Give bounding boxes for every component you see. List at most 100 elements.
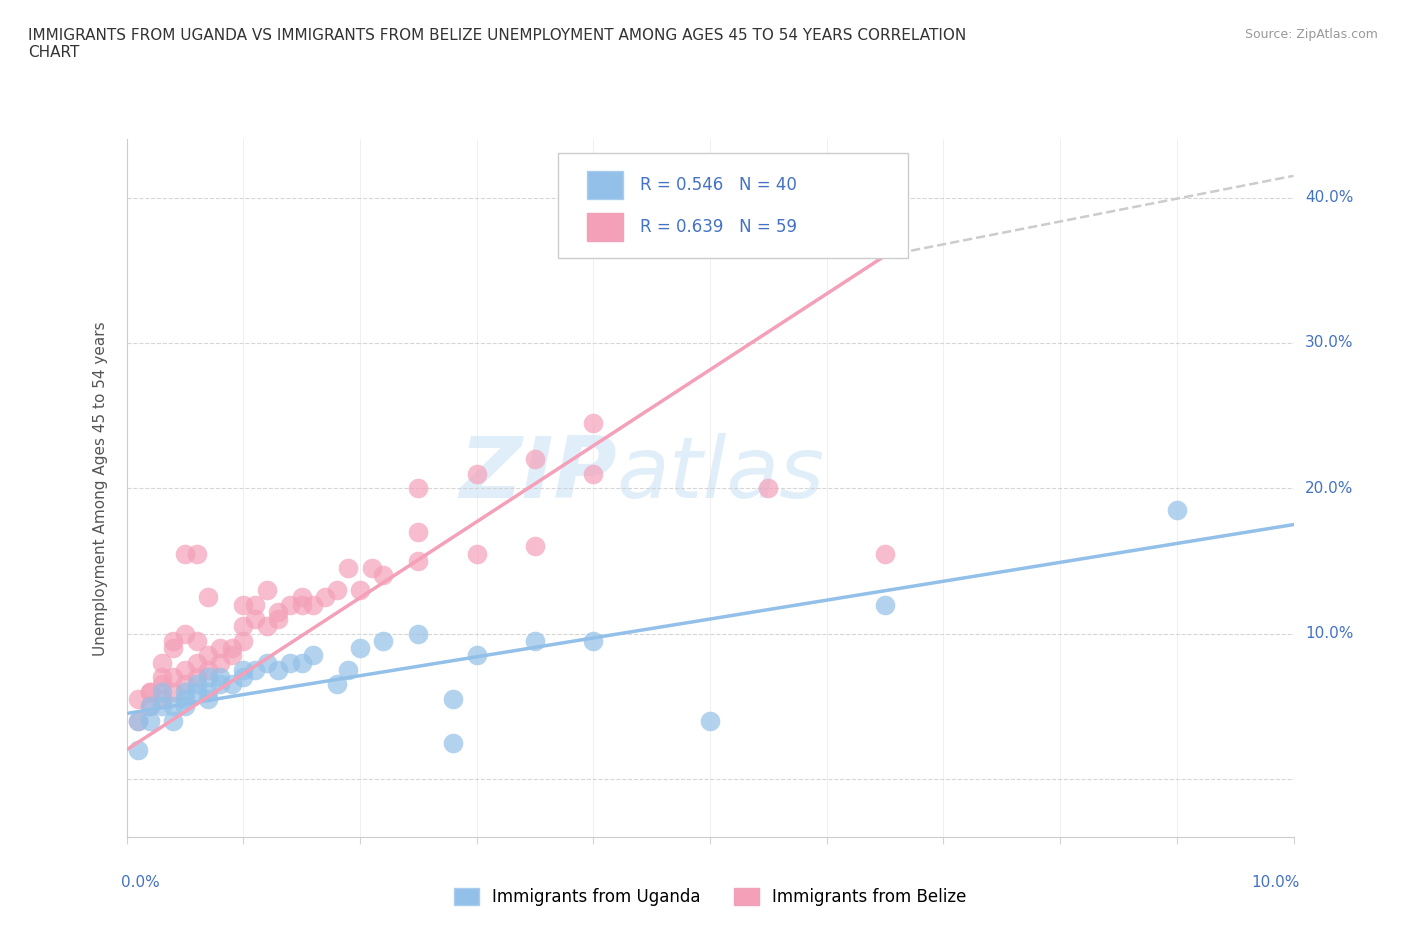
- Point: [465, 546, 488, 561]
- Text: 40.0%: 40.0%: [1305, 190, 1354, 206]
- Point: [373, 568, 395, 583]
- Text: 0.0%: 0.0%: [121, 875, 159, 890]
- Point: [139, 713, 162, 728]
- Text: R = 0.546   N = 40: R = 0.546 N = 40: [640, 176, 797, 193]
- Point: [186, 677, 208, 692]
- Point: [197, 648, 219, 663]
- Point: [221, 641, 243, 656]
- Point: [174, 698, 197, 713]
- Point: [441, 692, 464, 707]
- Text: atlas: atlas: [617, 432, 825, 516]
- Point: [139, 698, 162, 713]
- FancyBboxPatch shape: [588, 213, 623, 241]
- Point: [337, 561, 360, 576]
- Point: [524, 539, 547, 554]
- Point: [162, 633, 184, 648]
- Point: [232, 618, 254, 633]
- Point: [699, 713, 721, 728]
- Point: [314, 590, 336, 604]
- Point: [582, 416, 605, 431]
- Point: [465, 648, 488, 663]
- Point: [127, 692, 149, 707]
- Point: [139, 684, 162, 699]
- Point: [150, 670, 173, 684]
- FancyBboxPatch shape: [588, 171, 623, 199]
- Point: [337, 662, 360, 677]
- Point: [127, 742, 149, 757]
- Text: 10.0%: 10.0%: [1251, 875, 1299, 890]
- Point: [582, 466, 605, 481]
- Point: [208, 670, 231, 684]
- Point: [290, 655, 312, 670]
- Point: [408, 553, 430, 568]
- Point: [232, 670, 254, 684]
- Point: [232, 597, 254, 612]
- Point: [174, 546, 197, 561]
- Point: [1166, 502, 1188, 517]
- Point: [815, 219, 838, 234]
- Point: [373, 633, 395, 648]
- Point: [408, 626, 430, 641]
- Point: [208, 641, 231, 656]
- Point: [186, 546, 208, 561]
- Point: [302, 648, 325, 663]
- Point: [162, 713, 184, 728]
- Point: [325, 582, 347, 597]
- Point: [197, 692, 219, 707]
- Point: [186, 670, 208, 684]
- Point: [174, 626, 197, 641]
- Text: ZIP: ZIP: [458, 432, 617, 516]
- Point: [162, 684, 184, 699]
- Point: [208, 655, 231, 670]
- Point: [174, 684, 197, 699]
- Point: [150, 684, 173, 699]
- Point: [875, 597, 897, 612]
- Point: [139, 698, 162, 713]
- Point: [221, 648, 243, 663]
- Point: [162, 698, 184, 713]
- Text: 30.0%: 30.0%: [1305, 336, 1354, 351]
- Point: [290, 597, 312, 612]
- Point: [174, 692, 197, 707]
- Text: IMMIGRANTS FROM UGANDA VS IMMIGRANTS FROM BELIZE UNEMPLOYMENT AMONG AGES 45 TO 5: IMMIGRANTS FROM UGANDA VS IMMIGRANTS FRO…: [28, 28, 966, 60]
- Point: [127, 713, 149, 728]
- Point: [162, 670, 184, 684]
- Point: [232, 662, 254, 677]
- Point: [349, 582, 371, 597]
- Point: [127, 713, 149, 728]
- Point: [302, 597, 325, 612]
- Point: [256, 655, 278, 670]
- Point: [582, 633, 605, 648]
- Point: [197, 670, 219, 684]
- Point: [197, 684, 219, 699]
- Point: [197, 662, 219, 677]
- Point: [267, 662, 290, 677]
- Point: [256, 582, 278, 597]
- Point: [208, 677, 231, 692]
- FancyBboxPatch shape: [558, 153, 908, 259]
- Point: [408, 525, 430, 539]
- Text: Source: ZipAtlas.com: Source: ZipAtlas.com: [1244, 28, 1378, 41]
- Legend: Immigrants from Uganda, Immigrants from Belize: Immigrants from Uganda, Immigrants from …: [447, 881, 973, 912]
- Point: [875, 546, 897, 561]
- Text: 20.0%: 20.0%: [1305, 481, 1354, 496]
- Point: [243, 612, 266, 627]
- Point: [186, 633, 208, 648]
- Point: [441, 735, 464, 750]
- Point: [139, 684, 162, 699]
- Point: [267, 604, 290, 619]
- Point: [408, 481, 430, 496]
- Point: [174, 662, 197, 677]
- Point: [349, 641, 371, 656]
- Point: [232, 633, 254, 648]
- Point: [465, 466, 488, 481]
- Point: [524, 452, 547, 467]
- Point: [150, 698, 173, 713]
- Point: [325, 677, 347, 692]
- Point: [256, 618, 278, 633]
- Point: [243, 597, 266, 612]
- Point: [150, 677, 173, 692]
- Point: [197, 590, 219, 604]
- Point: [278, 597, 301, 612]
- Point: [174, 677, 197, 692]
